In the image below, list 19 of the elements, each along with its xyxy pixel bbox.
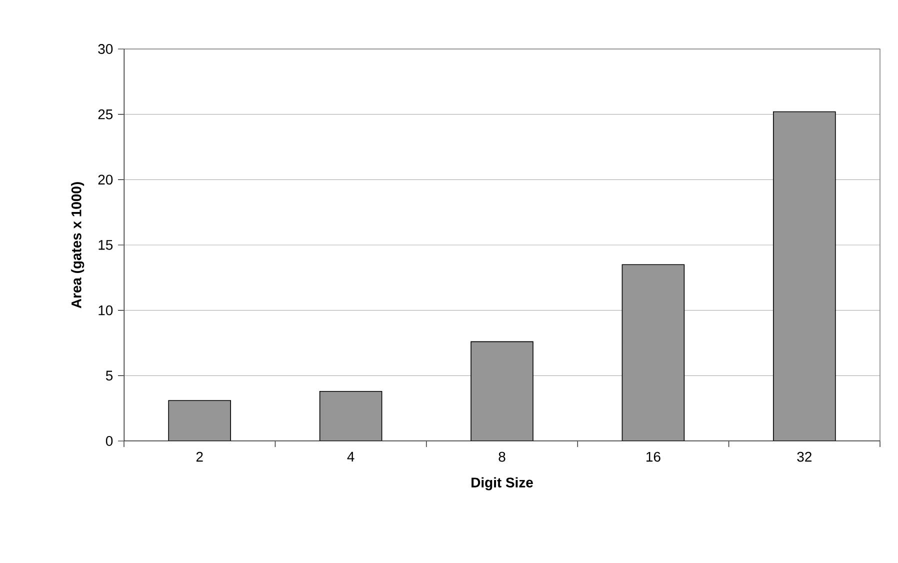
x-tick-label: 2 — [196, 452, 203, 462]
bar — [320, 391, 382, 441]
bar — [168, 400, 231, 441]
x-tick-label: 4 — [347, 452, 354, 462]
bar — [773, 111, 836, 441]
bar — [622, 264, 684, 441]
x-axis-title: Digit Size — [472, 477, 533, 490]
y-axis-title: Area (gates x 1000) — [71, 182, 84, 308]
bar — [471, 342, 534, 441]
y-tick-label: 25 — [98, 109, 113, 120]
x-tick-label: 32 — [797, 452, 812, 462]
x-tick-label: 16 — [646, 452, 660, 462]
y-tick-label: 10 — [98, 305, 113, 316]
y-tick-label: 20 — [98, 174, 113, 185]
x-tick-label: 8 — [498, 452, 506, 462]
y-tick-label: 5 — [106, 370, 113, 381]
y-tick-label: 0 — [106, 436, 113, 446]
y-tick-label: 30 — [98, 44, 113, 54]
y-tick-label: 15 — [98, 240, 113, 250]
